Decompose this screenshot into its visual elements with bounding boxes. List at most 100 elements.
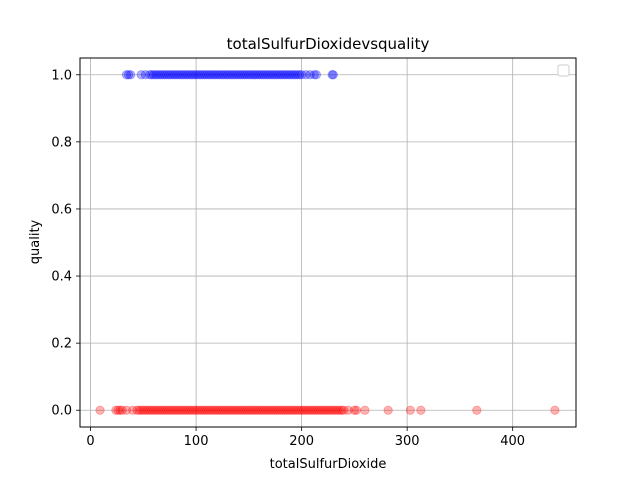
data-point: [242, 70, 252, 80]
data-point: [263, 70, 273, 80]
data-point: [147, 70, 157, 80]
data-point: [231, 405, 241, 415]
data-point: [278, 405, 288, 415]
data-point: [157, 405, 167, 415]
data-point: [161, 70, 172, 80]
data-point: [405, 405, 415, 415]
data-point: [324, 405, 334, 415]
data-point: [227, 70, 237, 80]
data-point: [244, 405, 254, 415]
data-point: [292, 405, 302, 415]
data-point: [240, 405, 250, 415]
data-point: [172, 70, 182, 80]
data-point: [164, 70, 174, 80]
data-point: [214, 405, 224, 415]
data-point: [225, 70, 235, 80]
data-point: [128, 405, 138, 415]
data-point: [337, 405, 347, 415]
data-point: [183, 405, 193, 415]
data-point: [288, 405, 298, 415]
data-point: [134, 405, 144, 415]
data-point: [275, 405, 286, 415]
data-point: [195, 405, 205, 415]
data-point: [212, 70, 222, 80]
data-point: [309, 70, 319, 80]
data-point: [290, 405, 300, 415]
data-point: [174, 70, 184, 80]
data-point: [121, 405, 132, 415]
data-point: [273, 70, 283, 80]
data-point: [117, 405, 127, 415]
data-point: [145, 405, 155, 415]
data-point: [267, 70, 277, 80]
data-point: [197, 70, 208, 80]
data-point: [178, 405, 189, 415]
data-point: [235, 70, 246, 80]
y-axis-label: quality: [28, 219, 43, 264]
data-point: [297, 405, 307, 415]
data-point: [351, 405, 362, 415]
data-point: [113, 405, 123, 415]
data-point: [147, 405, 157, 415]
data-point: [343, 405, 353, 415]
data-point: [360, 405, 370, 415]
data-point: [252, 405, 262, 415]
data-point: [250, 70, 260, 80]
data-point: [216, 405, 227, 415]
data-point: [170, 70, 180, 80]
data-point: [316, 405, 326, 415]
data-point: [115, 405, 125, 415]
data-point: [210, 70, 220, 80]
data-point: [280, 405, 290, 415]
data-point: [288, 70, 298, 80]
data-point: [256, 405, 267, 415]
data-point: [185, 70, 195, 80]
data-point: [178, 70, 189, 80]
data-point: [126, 70, 136, 80]
data-point: [191, 70, 201, 80]
data-point: [195, 70, 205, 80]
data-point: [265, 405, 275, 415]
data-point: [132, 405, 142, 415]
data-point: [187, 70, 197, 80]
data-point: [223, 405, 233, 415]
data-point: [282, 405, 292, 415]
data-point: [229, 405, 239, 415]
data-point: [197, 405, 208, 415]
y-tick-label: 0.8: [51, 135, 72, 150]
data-point: [240, 70, 250, 80]
data-point: [170, 405, 180, 415]
data-point: [280, 70, 290, 80]
data-point: [199, 405, 210, 415]
data-point: [153, 405, 163, 415]
data-point: [95, 405, 105, 415]
data-point: [212, 405, 222, 415]
data-point: [166, 70, 176, 80]
data-point: [269, 70, 279, 80]
data-point: [294, 70, 305, 80]
data-point: [301, 405, 311, 415]
data-point: [140, 405, 151, 415]
grid-lines: [80, 58, 576, 427]
data-point: [244, 70, 254, 80]
data-point: [149, 405, 159, 415]
data-point: [292, 70, 302, 80]
x-tick-label: 300: [395, 434, 420, 449]
data-point: [202, 70, 212, 80]
data-point: [265, 70, 275, 80]
data-point: [252, 70, 262, 80]
data-point: [248, 405, 258, 415]
data-point: [149, 70, 159, 80]
data-point: [208, 70, 218, 80]
data-point: [311, 70, 321, 80]
data-point: [176, 70, 186, 80]
data-point: [335, 405, 345, 415]
data-point: [123, 70, 134, 80]
data-point: [299, 405, 309, 415]
x-tick-label: 200: [289, 434, 314, 449]
data-point: [180, 70, 191, 80]
data-point: [261, 405, 271, 415]
y-tick-label: 0.0: [51, 404, 72, 419]
